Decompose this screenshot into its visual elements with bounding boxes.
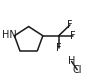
Text: F: F	[56, 43, 62, 53]
Text: HN: HN	[2, 30, 17, 40]
Text: H: H	[68, 56, 75, 66]
Text: F: F	[67, 20, 73, 30]
Text: Cl: Cl	[72, 65, 82, 75]
Text: F: F	[70, 31, 76, 41]
